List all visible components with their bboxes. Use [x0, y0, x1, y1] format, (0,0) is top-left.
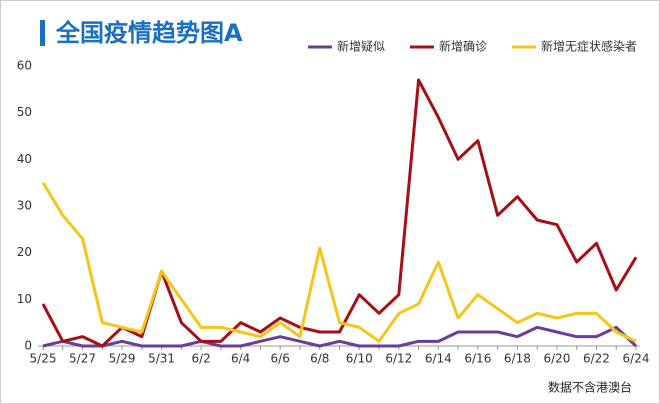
x-tick-label: 5/31: [148, 352, 175, 366]
x-tick-label: 5/29: [109, 352, 136, 366]
y-tick-label: 50: [17, 105, 32, 119]
x-tick-label: 6/24: [623, 352, 650, 366]
series-line: [41, 181, 637, 343]
x-tick-label: 6/16: [464, 352, 491, 366]
y-tick-label: 0: [24, 339, 32, 353]
title-bar: [40, 20, 45, 46]
x-tick-label: 6/4: [231, 352, 250, 366]
x-tick-label: 6/8: [310, 352, 329, 366]
legend-label: 新增确诊: [439, 39, 487, 54]
x-tick-label: 5/25: [30, 352, 57, 366]
y-tick-label: 10: [17, 292, 32, 306]
x-tick-label: 6/14: [425, 352, 452, 366]
series-line: [42, 325, 638, 348]
x-tick-label: 6/18: [504, 352, 531, 366]
y-tick-label: 30: [17, 199, 32, 213]
x-tick-label: 6/2: [191, 352, 210, 366]
x-tick-label: 6/10: [346, 352, 373, 366]
x-tick-label: 6/12: [385, 352, 412, 366]
legend-label: 新增疑似: [337, 39, 385, 54]
x-tick-label: 6/22: [583, 352, 610, 366]
y-tick-label: 60: [17, 59, 32, 73]
x-tick-label: 6/6: [271, 352, 290, 366]
y-tick-label: 20: [17, 245, 32, 259]
legend-label: 新增无症状感染者: [541, 39, 637, 54]
chart-title: 全国疫情趋势图A: [55, 19, 243, 47]
y-tick-label: 40: [17, 152, 32, 166]
x-tick-label: 6/20: [543, 352, 570, 366]
note: 数据不含港澳台: [548, 380, 632, 395]
x-tick-label: 5/27: [69, 352, 96, 366]
series-line: [41, 78, 638, 348]
